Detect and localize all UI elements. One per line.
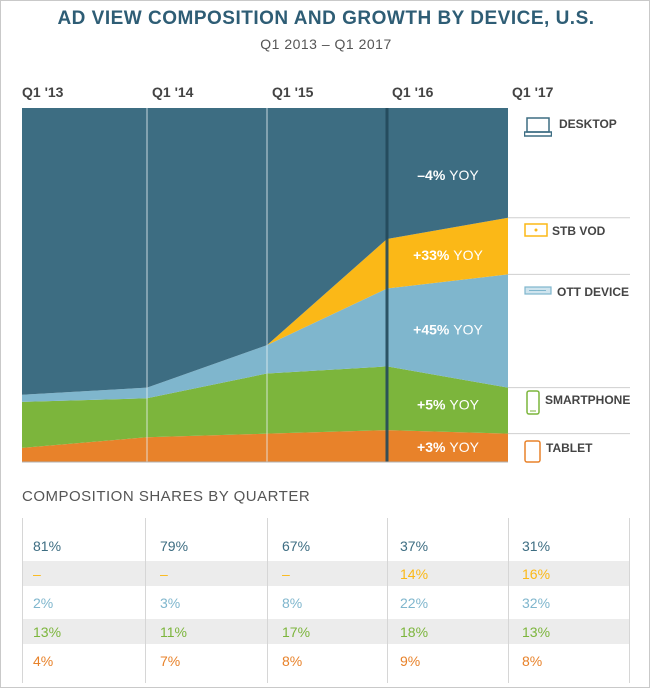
table-cell: 16% <box>522 566 551 582</box>
table-cell: 79% <box>160 538 189 554</box>
ott-device-icon <box>524 286 552 295</box>
yoy-label-tablet: +3% YOY <box>417 439 480 455</box>
x-tick-label: Q1 '17 <box>512 84 554 100</box>
legend-label-stb-vod: STB VOD <box>552 224 606 238</box>
yoy-labels: +3% YOY +5% YOY +45% YOY +33% YOY –4% YOY <box>413 167 483 455</box>
yoy-label-ott-device: +45% YOY <box>413 321 483 337</box>
table-cell: 8% <box>282 653 303 669</box>
table-cell: 81% <box>33 538 62 554</box>
tablet-icon <box>524 440 541 463</box>
table-cell: 3% <box>160 595 181 611</box>
yoy-label-stb-vod: +33% YOY <box>413 247 483 263</box>
quarter-dividers <box>22 108 508 463</box>
table-cell: – <box>282 566 290 582</box>
table-cell: 2% <box>33 595 54 611</box>
table-cell: 37% <box>400 538 429 554</box>
legend-label-desktop: DESKTOP <box>559 117 617 131</box>
table-row-band <box>22 561 630 586</box>
x-tick-label: Q1 '16 <box>392 84 434 100</box>
stacked-area-chart: +3% YOY +5% YOY +45% YOY +33% YOY –4% YOY <box>22 108 630 463</box>
table-cell: 18% <box>400 624 429 640</box>
table-cell: 14% <box>400 566 429 582</box>
x-tick-label: Q1 '14 <box>152 84 194 100</box>
table-column-divider <box>267 518 268 683</box>
table-column-divider <box>22 518 23 683</box>
table-cell: 13% <box>522 624 551 640</box>
table-cell: 8% <box>282 595 303 611</box>
x-tick-label: Q1 '13 <box>22 84 64 100</box>
table-cell: 13% <box>33 624 62 640</box>
table-cell: 67% <box>282 538 311 554</box>
table-cell: 22% <box>400 595 429 611</box>
table-column-divider <box>387 518 388 683</box>
table-cell: 11% <box>160 624 187 640</box>
legend-separators <box>508 217 630 435</box>
x-tick-label: Q1 '15 <box>272 84 314 100</box>
stb-vod-icon <box>524 223 548 237</box>
table-cell: 9% <box>400 653 421 669</box>
table-cell: 31% <box>522 538 551 554</box>
legend-label-ott-device: OTT DEVICE <box>557 285 630 299</box>
table-column-divider <box>629 518 630 683</box>
legend-label-tablet: TABLET <box>546 441 593 455</box>
table-cell: 7% <box>160 653 181 669</box>
legend-label-smartphone: SMARTPHONE <box>545 393 631 407</box>
table-column-divider <box>145 518 146 683</box>
composition-title: COMPOSITION SHARES BY QUARTER <box>22 488 311 505</box>
table-cell: – <box>160 566 168 582</box>
table-row-band <box>22 619 630 644</box>
chart-title: AD VIEW COMPOSITION AND GROWTH BY DEVICE… <box>57 8 595 29</box>
table-cell: – <box>33 566 41 582</box>
table-cell: 4% <box>33 653 54 669</box>
table-cell: 8% <box>522 653 543 669</box>
table-column-divider <box>508 518 509 683</box>
chart-subtitle: Q1 2013 – Q1 2017 <box>260 36 392 52</box>
smartphone-icon <box>526 390 540 415</box>
table-cell: 17% <box>282 624 311 640</box>
yoy-label-smartphone: +5% YOY <box>417 396 480 412</box>
table-cell: 32% <box>522 595 551 611</box>
yoy-label-desktop: –4% YOY <box>417 167 479 183</box>
desktop-icon <box>524 117 552 137</box>
